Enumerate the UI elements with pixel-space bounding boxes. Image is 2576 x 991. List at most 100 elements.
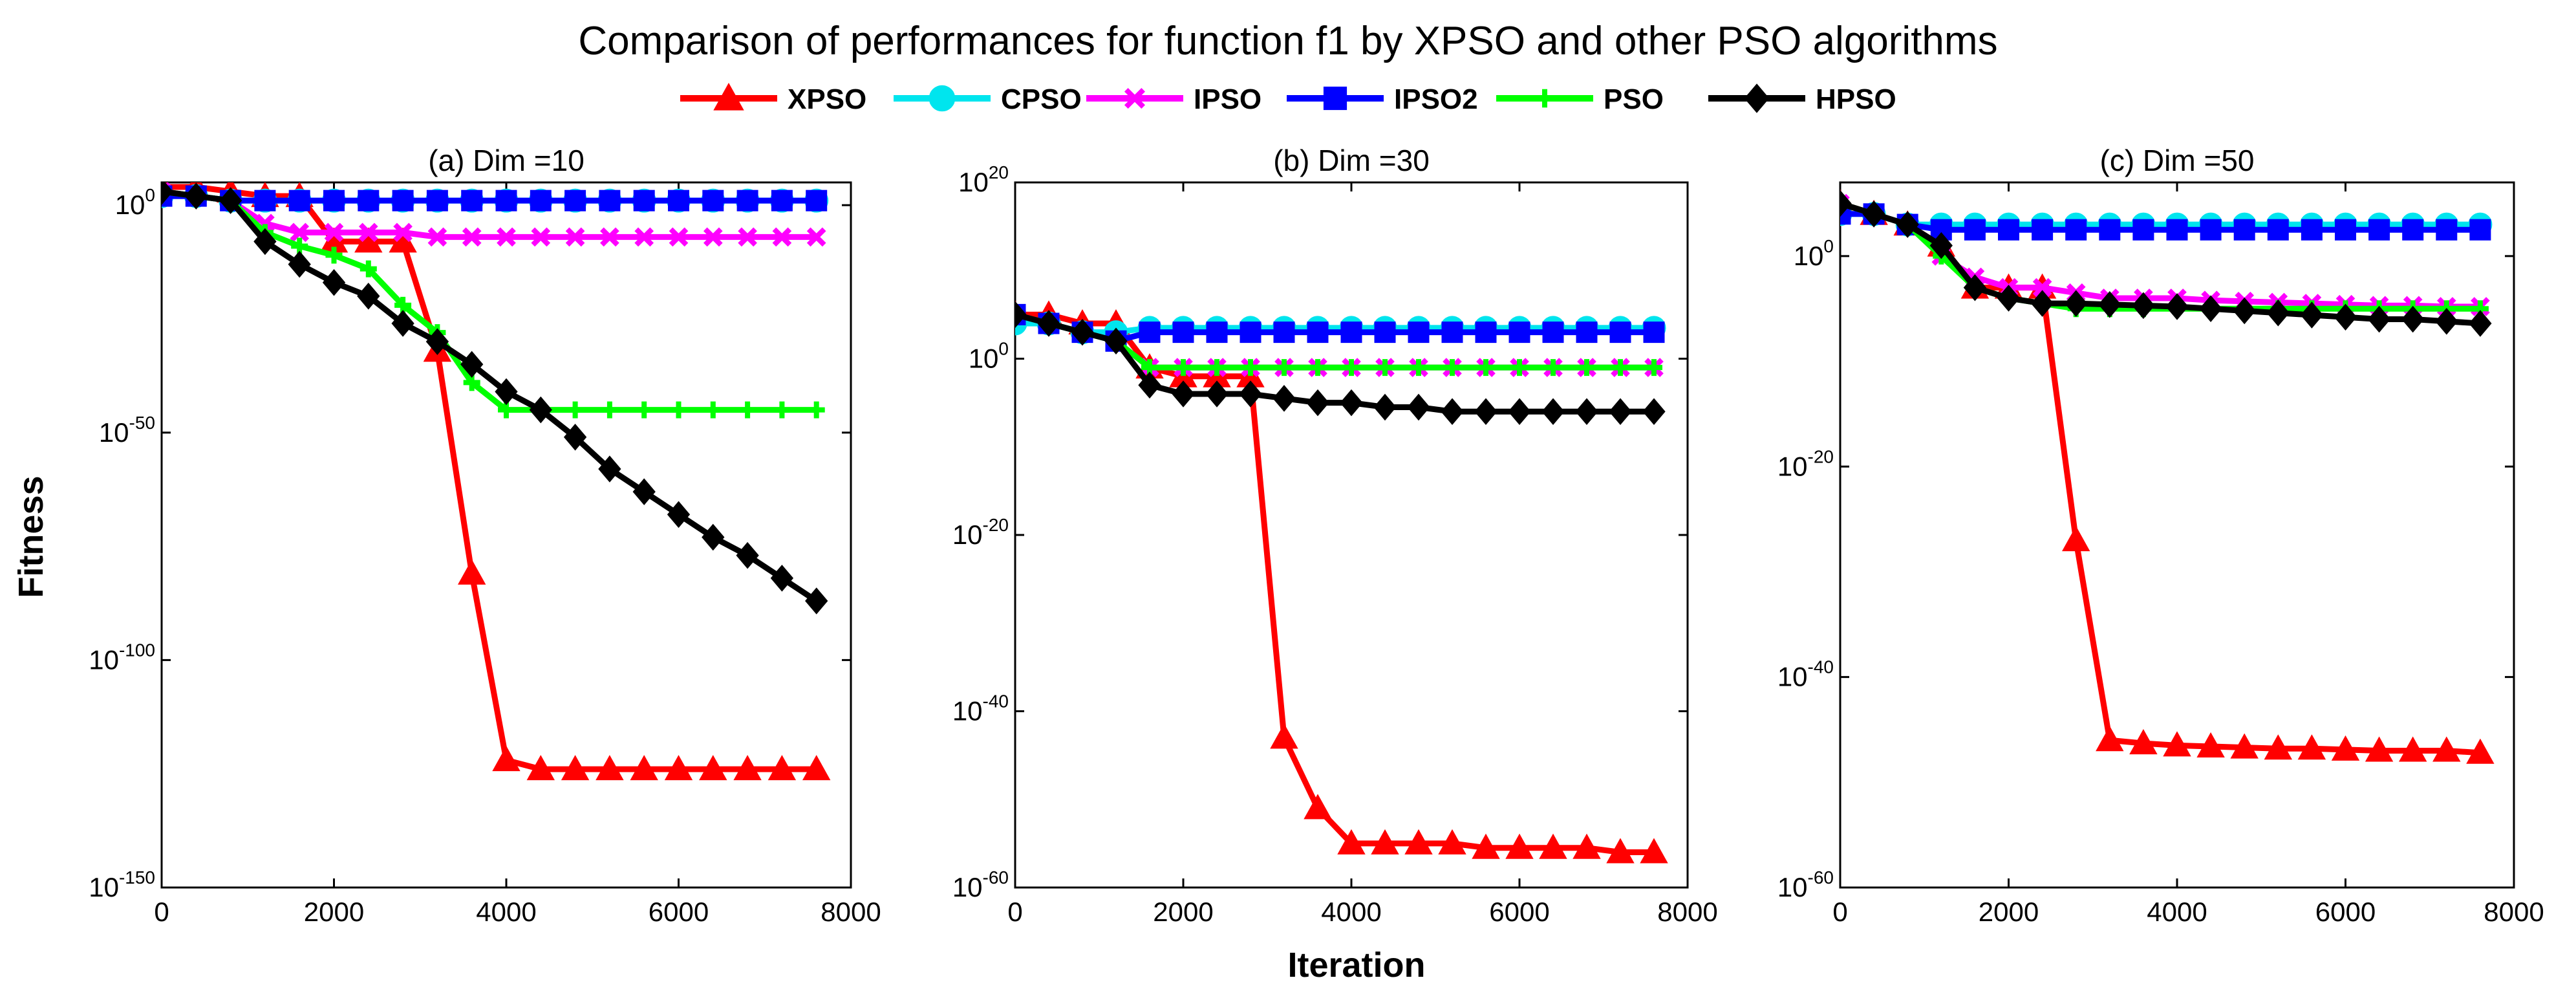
- data-point-hpso: [2132, 292, 2155, 320]
- data-point-xpso: [699, 755, 727, 781]
- data-point-ipso: [393, 223, 413, 243]
- y-tick-label: 100: [969, 339, 1009, 374]
- data-point-ipso2: [1643, 321, 1665, 343]
- legend-marker-circle: [928, 85, 956, 112]
- legend-label: PSO: [1604, 83, 1664, 115]
- data-point-ipso2: [323, 190, 345, 212]
- data-point-pso: [1343, 359, 1360, 376]
- data-point-pso: [325, 246, 343, 264]
- data-point-hpso: [1272, 385, 1296, 412]
- data-point-hpso: [162, 182, 173, 205]
- y-tick-label: 10-60: [1777, 867, 1834, 902]
- data-point-pso: [773, 401, 791, 419]
- plot-area: [160, 181, 852, 889]
- data-point-ipso2: [771, 190, 793, 212]
- data-point-pso: [566, 401, 584, 419]
- data-point-hpso: [2334, 303, 2357, 331]
- data-point-hpso: [2065, 290, 2088, 317]
- data-point-xpso: [561, 755, 590, 781]
- figure-title: Comparison of performances for function …: [578, 19, 1997, 63]
- x-axis-label: Iteration: [1287, 946, 1425, 985]
- data-point-hpso: [1929, 232, 1953, 259]
- legend-item-ipso2: IPSO2: [1287, 83, 1478, 115]
- data-point-hpso: [736, 541, 759, 569]
- data-point-hpso: [1015, 301, 1027, 329]
- legend-item-hpso: HPSO: [1708, 83, 1896, 115]
- legend-marker-triangle: [713, 82, 744, 111]
- legend-label: IPSO: [1194, 83, 1261, 115]
- data-point-ipso2: [1609, 321, 1631, 343]
- data-point-hpso: [1609, 398, 1632, 426]
- data-point-ipso2: [1307, 321, 1329, 343]
- data-point-pso: [1175, 359, 1192, 376]
- series-hpso: [1840, 190, 2492, 337]
- legend-marker-square: [1323, 86, 1347, 111]
- data-point-pso: [670, 401, 687, 419]
- panel-title: (a) Dim =10: [428, 144, 585, 177]
- legend: XPSO CPSO IPSO IPSO2 PSO HPSO: [680, 82, 1896, 115]
- data-point-xpso: [1472, 833, 1500, 859]
- data-point-ipso2: [1139, 321, 1161, 343]
- series-hpso: [162, 182, 828, 615]
- x-tick-label: 4000: [2147, 897, 2207, 927]
- panel-1: (a) Dim =10 0 2000 4000 6000 8000 100 10-50 10-1…: [89, 144, 881, 927]
- data-point-pso: [601, 401, 618, 419]
- data-point-xpso: [526, 755, 555, 781]
- data-point-ipso2: [392, 190, 414, 212]
- data-point-ipso: [806, 227, 826, 247]
- legend-label: IPSO2: [1394, 83, 1478, 115]
- data-point-pso: [360, 260, 377, 278]
- data-point-xpso: [2096, 726, 2124, 752]
- data-point-xpso: [1270, 723, 1298, 749]
- x-tick-label: 0: [1832, 897, 1847, 927]
- data-point-ipso2: [1475, 321, 1497, 343]
- data-point-hpso: [253, 228, 277, 256]
- data-point-ipso2: [1273, 321, 1295, 343]
- data-point-hpso: [805, 587, 828, 615]
- data-point-hpso: [1575, 398, 1598, 426]
- data-point-pso: [1410, 359, 1427, 376]
- data-point-ipso2: [2402, 219, 2424, 241]
- plot-area: [1839, 181, 2515, 889]
- data-point-ipso2: [2200, 219, 2222, 241]
- series-ipso: [162, 182, 826, 247]
- y-tick-label: 10-20: [952, 515, 1009, 550]
- series-group: [1015, 300, 1668, 864]
- data-point-hpso: [1138, 371, 1161, 399]
- data-point-pso: [1612, 359, 1629, 376]
- y-tick-label: 10-50: [99, 413, 155, 448]
- data-point-ipso2: [1576, 321, 1598, 343]
- series-group: [1840, 189, 2495, 764]
- data-point-ipso2: [2335, 219, 2356, 241]
- y-tick-label: 10-100: [89, 640, 155, 675]
- legend-label: XPSO: [788, 83, 866, 115]
- data-point-hpso: [667, 501, 691, 528]
- y-tick-label: 1020: [958, 162, 1009, 197]
- data-point-hpso: [632, 478, 656, 505]
- data-point-hpso: [1239, 380, 1262, 408]
- data-point-xpso: [1337, 829, 1366, 855]
- data-point-ipso2: [254, 190, 276, 212]
- data-point-ipso2: [1172, 321, 1194, 343]
- data-point-xpso: [2230, 733, 2259, 759]
- data-point-hpso: [2367, 305, 2391, 333]
- data-point-hpso: [2165, 293, 2189, 320]
- data-point-hpso: [1997, 285, 2021, 312]
- data-point-ipso2: [1441, 321, 1463, 343]
- data-point-hpso: [1642, 398, 1666, 426]
- data-point-pso: [739, 401, 757, 419]
- data-point-ipso2: [358, 190, 380, 212]
- legend-item-xpso: XPSO: [680, 82, 866, 115]
- panel-3: (c) Dim =50 0 2000 4000 6000 8000 100 10-20 10-4…: [1777, 144, 2544, 927]
- y-axis-label: Fitness: [12, 475, 50, 598]
- data-point-hpso: [1340, 389, 1363, 417]
- data-point-hpso: [357, 283, 380, 310]
- data-point-pso: [1444, 359, 1461, 376]
- data-point-hpso: [2300, 301, 2324, 329]
- legend-item-pso: PSO: [1496, 83, 1664, 115]
- x-tick-label: 6000: [1489, 897, 1549, 927]
- y-tick-label: 10-40: [952, 692, 1009, 726]
- data-point-ipso: [703, 227, 723, 247]
- legend-marker-diamond: [1744, 83, 1770, 113]
- data-point-ipso2: [633, 190, 655, 212]
